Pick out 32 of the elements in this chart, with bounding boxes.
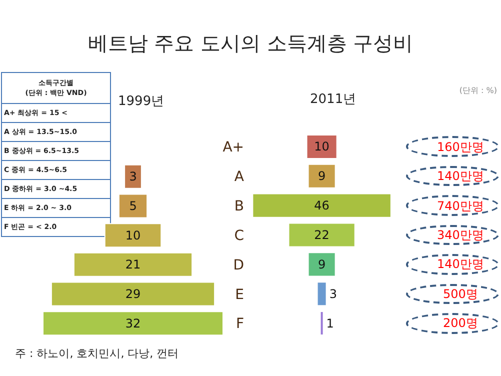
category-label: B: [234, 198, 244, 214]
text: 500명: [443, 287, 478, 301]
text: 200명: [443, 316, 478, 330]
category-label: E: [235, 286, 244, 303]
text: 주 : 하노이, 호치민시, 다낭, 껀터: [15, 346, 179, 361]
text: (단위 : %): [459, 85, 497, 96]
data-label: 9: [318, 257, 326, 272]
text: 2011년: [310, 91, 356, 108]
category-label: D: [233, 257, 244, 274]
category-label: A+: [222, 140, 244, 156]
category-label: F: [236, 316, 244, 332]
text: 1999년: [118, 93, 164, 110]
text: 140만명: [437, 257, 484, 271]
data-label: 3: [329, 286, 337, 301]
data-label: 46: [314, 198, 330, 213]
data-label: 29: [125, 287, 141, 301]
text: 160만명: [437, 140, 484, 154]
data-label: 1: [326, 316, 334, 330]
data-label: 21: [125, 258, 141, 272]
data-label: 22: [314, 228, 330, 242]
data-label: 10: [314, 140, 330, 154]
data-label: 10: [125, 228, 141, 242]
data-label: 9: [318, 169, 326, 184]
text: 베트남 주요 도시의 소득계층 구성비: [86, 30, 414, 57]
text: 340만명: [437, 228, 484, 242]
data-label: 5: [129, 199, 137, 213]
category-label: A: [234, 169, 244, 186]
text: 740만명: [437, 199, 484, 213]
data-label: 3: [129, 170, 137, 184]
category-label: C: [234, 228, 244, 244]
text: 140만명: [437, 169, 484, 183]
data-label: 32: [125, 316, 141, 330]
